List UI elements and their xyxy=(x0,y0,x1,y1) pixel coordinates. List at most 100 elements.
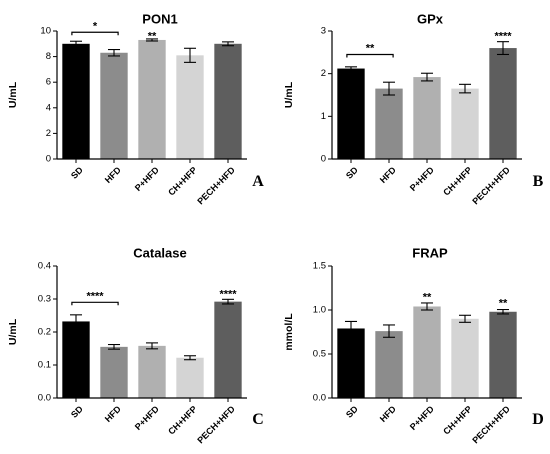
bar-p-hfd xyxy=(413,77,441,159)
error-bar xyxy=(382,81,396,96)
y-tick-label: 3 xyxy=(321,26,326,37)
bar-p-hfd xyxy=(138,39,166,159)
x-tick-label: P+HFD xyxy=(408,165,436,193)
bar-ch-hfp xyxy=(176,55,204,159)
y-tick-label: 0.3 xyxy=(38,294,51,305)
significance-bracket xyxy=(71,31,119,36)
y-tick-label: 8 xyxy=(46,51,51,62)
significance-label: ** xyxy=(499,298,508,310)
x-tick-label: SD xyxy=(69,165,85,181)
error-bar xyxy=(183,47,197,63)
x-tick-label: PECH+HFD xyxy=(195,165,237,207)
x-tick-label: HFD xyxy=(103,404,124,425)
error-bar xyxy=(496,41,510,56)
significance-label: ** xyxy=(148,30,157,42)
chart-title: Catalase xyxy=(133,246,186,261)
y-tick-label: 0 xyxy=(46,154,51,165)
significance-bracket xyxy=(71,301,119,306)
bar-hfd xyxy=(100,52,128,160)
error-bar xyxy=(344,320,358,337)
bar-hfd xyxy=(375,331,403,398)
significance-label: **** xyxy=(219,289,237,301)
y-tick-label: 0 xyxy=(321,154,326,165)
error-bar xyxy=(145,342,159,350)
y-tick-label: 2 xyxy=(46,128,51,139)
y-tick-label: 0.1 xyxy=(38,360,51,371)
significance-label: ** xyxy=(366,42,375,54)
chart-panel-frap: FRAP mmol/L 0.0 0.5 1.0 1.5 SD HFD P+HFD CH+HFPPE… xyxy=(283,246,544,446)
x-tick-label: PECH+HFD xyxy=(470,404,512,446)
x-tick-label: PECH+HFD xyxy=(470,165,512,207)
bar-sd xyxy=(337,328,365,398)
x-tick-label: SD xyxy=(344,165,360,181)
x-tick-label: CH+HFP xyxy=(166,165,199,198)
y-tick-label: 0.5 xyxy=(313,349,326,360)
error-bar xyxy=(183,355,197,361)
x-tick-label: CH+HFP xyxy=(441,404,474,437)
bar-hfd xyxy=(100,346,128,398)
error-bar xyxy=(344,66,358,71)
error-bar xyxy=(69,314,83,329)
bar-pech-hfd xyxy=(214,301,242,398)
panel-letter: D xyxy=(532,411,544,428)
error-bar xyxy=(221,298,235,305)
significance-label: ** xyxy=(423,292,432,304)
x-tick-label: HFD xyxy=(378,165,399,186)
bar-sd xyxy=(337,68,365,159)
x-tick-label: P+HFD xyxy=(133,165,161,193)
bar-pech-hfd xyxy=(489,48,517,159)
panel-letter: B xyxy=(533,173,544,190)
y-axis-label: U/mL xyxy=(283,81,295,108)
bar-p-hfd xyxy=(138,345,166,398)
x-tick-label: CH+HFP xyxy=(166,404,199,437)
y-tick-label: 2 xyxy=(321,68,326,79)
x-tick-label: HFD xyxy=(103,165,124,186)
bar-ch-hfp xyxy=(176,357,204,398)
error-bar xyxy=(458,314,472,323)
error-bar xyxy=(69,40,83,47)
y-tick-label: 10 xyxy=(40,26,51,37)
bar-ch-hfp xyxy=(451,318,479,398)
y-tick-label: 1.0 xyxy=(313,305,326,316)
chart-title: FRAP xyxy=(412,246,448,261)
bar-sd xyxy=(62,321,90,398)
bar-p-hfd xyxy=(413,306,441,398)
x-tick-label: P+HFD xyxy=(408,404,436,432)
y-tick-label: 1 xyxy=(321,111,326,122)
significance-label: **** xyxy=(494,30,512,42)
error-bar xyxy=(458,83,472,94)
y-tick-label: 0.4 xyxy=(38,261,51,272)
bar-hfd xyxy=(375,88,403,159)
x-tick-label: HFD xyxy=(378,404,399,425)
error-bar xyxy=(382,324,396,338)
chart-title: PON1 xyxy=(142,12,177,27)
y-tick-label: 6 xyxy=(46,77,51,88)
error-bar xyxy=(420,72,434,82)
bar-ch-hfp xyxy=(451,88,479,159)
panel-letter: A xyxy=(252,173,264,190)
y-tick-label: 4 xyxy=(46,102,51,113)
y-axis-label: mmol/L xyxy=(283,313,295,351)
chart-title: GPx xyxy=(417,12,444,27)
x-tick-label: SD xyxy=(69,404,85,420)
error-bar xyxy=(107,49,121,57)
bar-pech-hfd xyxy=(214,43,242,159)
bar-sd xyxy=(62,43,90,159)
panel-letter: C xyxy=(252,411,264,428)
significance-bracket xyxy=(346,53,394,58)
significance-label: * xyxy=(93,20,98,32)
y-tick-label: 0.0 xyxy=(38,393,51,404)
y-tick-label: 0.0 xyxy=(313,393,326,404)
x-tick-label: SD xyxy=(344,404,360,420)
error-bar xyxy=(145,38,159,42)
y-tick-label: 0.2 xyxy=(38,327,51,338)
x-tick-label: P+HFD xyxy=(133,404,161,432)
x-tick-label: PECH+HFD xyxy=(195,404,237,446)
y-tick-label: 1.5 xyxy=(313,261,326,272)
error-bar xyxy=(420,302,434,311)
error-bar xyxy=(107,343,121,350)
y-axis-label: U/mL xyxy=(7,81,19,108)
